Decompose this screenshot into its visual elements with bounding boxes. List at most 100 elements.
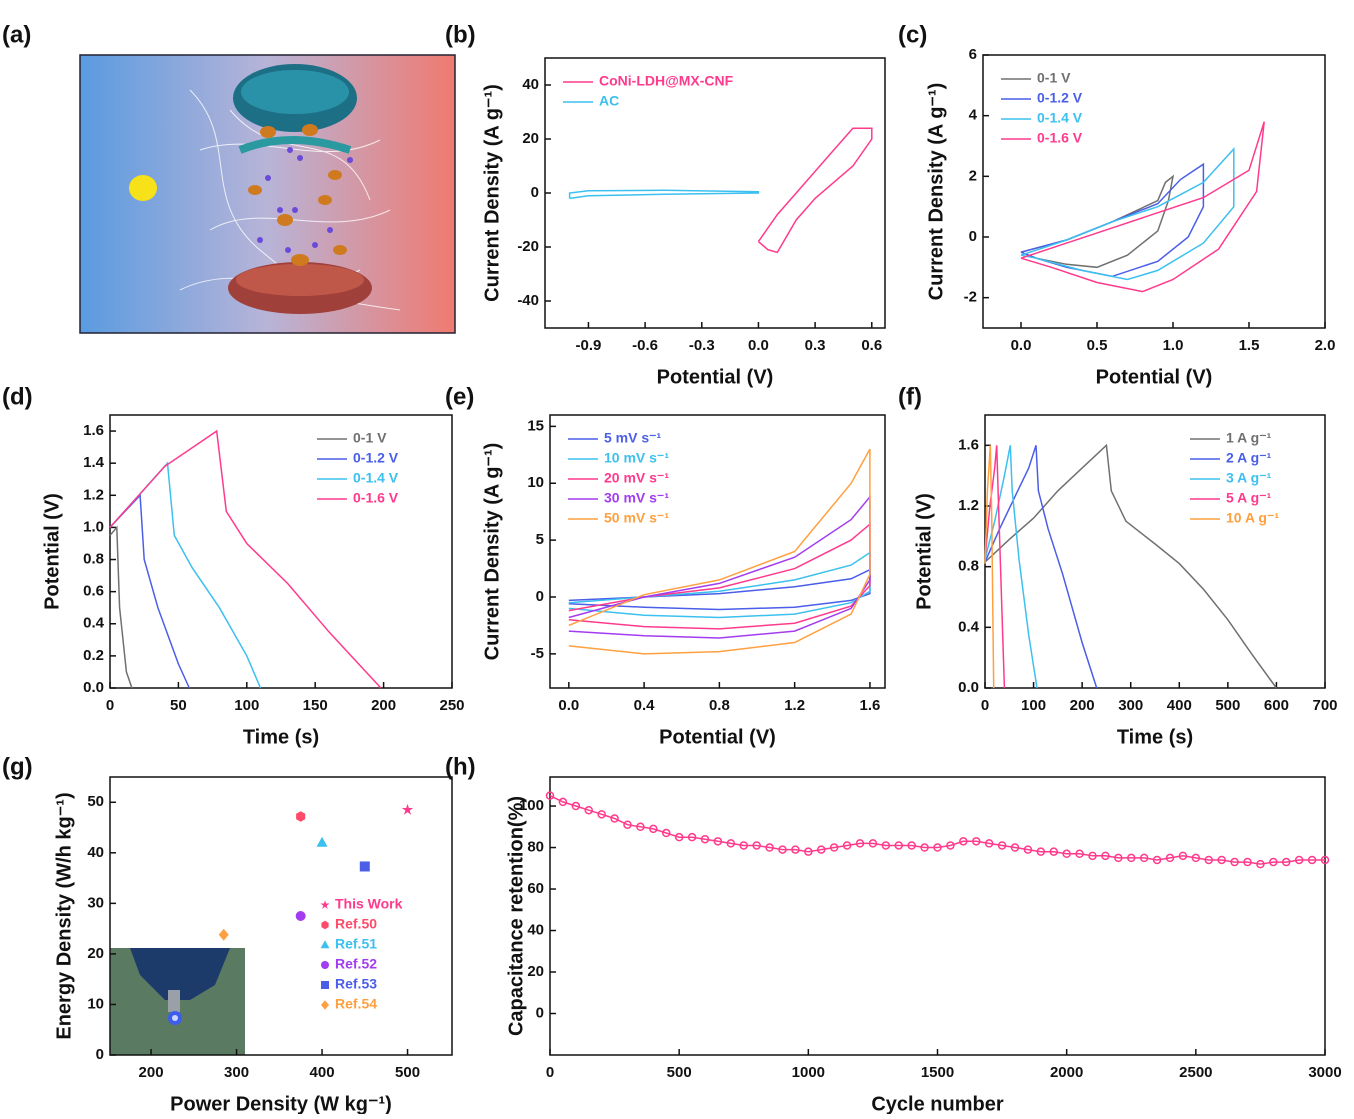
plot-frame <box>549 776 1326 1056</box>
legend-label: Ref.53 <box>335 976 377 992</box>
data-point <box>1256 859 1265 869</box>
data-point <box>674 832 684 842</box>
data-point <box>1088 851 1097 861</box>
data-point <box>1101 851 1110 861</box>
y-tick-label: 1.2 <box>958 497 979 514</box>
legend-marker <box>321 1000 329 1010</box>
y-tick-label: 1.6 <box>83 422 104 439</box>
y-tick-label: 0 <box>96 1046 104 1063</box>
x-tick-label: 1.2 <box>784 697 805 714</box>
legend-label: AC <box>599 93 619 109</box>
x-tick-label: 200 <box>139 1064 164 1081</box>
y-axis-label: Current Density (A g⁻¹) <box>481 443 503 661</box>
data-point <box>1320 855 1330 865</box>
data-point <box>765 843 774 852</box>
data-point <box>1243 857 1252 867</box>
x-tick-label: -0.9 <box>576 337 602 354</box>
x-tick-label: 1.0 <box>1163 337 1184 354</box>
panel-label: (f) <box>898 383 922 410</box>
y-tick-label: 1.4 <box>83 454 105 471</box>
x-tick-label: 2000 <box>1050 1064 1083 1081</box>
chart-panel: -0.9 -0.6 -0.3 0.0 0.3 0.6 -40 -20 0 20 40 Potentia… <box>481 57 886 388</box>
data-point <box>1127 853 1136 863</box>
y-tick-label: 0.8 <box>83 550 104 567</box>
data-point <box>1230 857 1239 867</box>
data-point <box>1010 843 1020 852</box>
data-point <box>1178 851 1188 861</box>
y-tick-label: -20 <box>517 238 539 255</box>
data-point <box>713 837 723 846</box>
y-tick-label: 0 <box>536 1004 544 1021</box>
panel-label: (b) <box>445 21 476 48</box>
series-line <box>549 795 1325 865</box>
data-point <box>817 845 826 854</box>
x-tick-label: 500 <box>1215 697 1240 714</box>
legend-label: 10 A g⁻¹ <box>1226 510 1279 526</box>
inset-photo <box>110 948 245 1055</box>
y-tick-label: 0 <box>531 184 539 201</box>
y-tick-label: 0 <box>969 228 977 245</box>
data-point <box>726 839 736 848</box>
x-tick-label: 200 <box>371 697 396 714</box>
y-tick-label: 40 <box>522 76 539 93</box>
legend-marker <box>321 981 329 989</box>
data-point <box>584 805 593 815</box>
chart-panel: 0 500 1000 1500 2000 2500 3000 0 20 40 60 80 100 Cycl… <box>505 776 1342 1115</box>
data-point <box>1139 853 1149 863</box>
data-point <box>1152 855 1162 865</box>
y-tick-label: 15 <box>527 417 544 434</box>
y-tick-label: 5 <box>536 531 544 548</box>
data-point <box>1036 847 1046 856</box>
plot-frame <box>109 414 453 689</box>
data-point <box>984 839 994 848</box>
y-axis-label: Current Density (A g⁻¹) <box>481 84 503 302</box>
data-point <box>933 843 942 852</box>
data-point <box>1165 853 1175 863</box>
series-line <box>984 445 995 689</box>
x-tick-label: 100 <box>234 697 259 714</box>
legend-label: 5 mV s⁻¹ <box>604 430 662 446</box>
data-point <box>894 841 903 850</box>
data-point <box>1191 853 1201 863</box>
data-point <box>804 847 813 856</box>
series-line <box>757 127 873 254</box>
series-line <box>1020 147 1235 281</box>
y-tick-label: 100 <box>519 797 544 814</box>
legend-marker <box>320 940 330 949</box>
y-axis-label: Potential (V) <box>913 493 935 610</box>
chart-panel: 0.0 0.5 1.0 1.5 2.0 -2 0 2 4 6 Potential (V) Curren… <box>925 46 1335 388</box>
legend-label: 2 A g⁻¹ <box>1226 450 1272 466</box>
series-line <box>984 443 1278 689</box>
y-tick-label: 30 <box>87 894 104 911</box>
panel-label: (c) <box>898 21 927 48</box>
data-point <box>610 814 619 823</box>
y-tick-label: 2 <box>969 167 977 184</box>
y-axis-label: Energy Density (W/h kg⁻¹) <box>53 792 75 1039</box>
y-tick-label: 40 <box>87 844 104 861</box>
legend-label: 10 mV s⁻¹ <box>604 450 669 466</box>
data-point <box>1307 855 1317 865</box>
panel-label: (g) <box>2 753 33 780</box>
legend-label: 0-1.4 V <box>353 470 399 486</box>
chart-panel: 0.0 0.4 0.8 1.2 1.6 -5 0 5 10 15 Potential (V) Curr… <box>481 414 886 748</box>
x-tick-label: 1.6 <box>860 697 881 714</box>
series-line <box>984 445 1098 689</box>
data-point <box>1294 855 1304 865</box>
x-tick-label: 0.8 <box>709 697 730 714</box>
x-tick-label: 300 <box>1118 697 1143 714</box>
legend-label: Ref.52 <box>335 956 377 972</box>
y-tick-label: 0 <box>536 588 544 605</box>
series-line <box>568 568 871 611</box>
x-tick-label: 0.0 <box>558 697 579 714</box>
x-tick-label: 500 <box>395 1064 420 1081</box>
data-point <box>558 797 568 807</box>
x-tick-label: 0.0 <box>748 337 769 354</box>
y-tick-label: 20 <box>87 945 104 962</box>
data-point <box>649 824 658 834</box>
data-point <box>1049 847 1058 856</box>
data-point <box>316 836 328 847</box>
y-tick-label: 80 <box>527 839 544 856</box>
legend-label: Ref.50 <box>335 916 377 932</box>
series-line <box>984 445 1006 689</box>
data-point <box>855 839 865 848</box>
